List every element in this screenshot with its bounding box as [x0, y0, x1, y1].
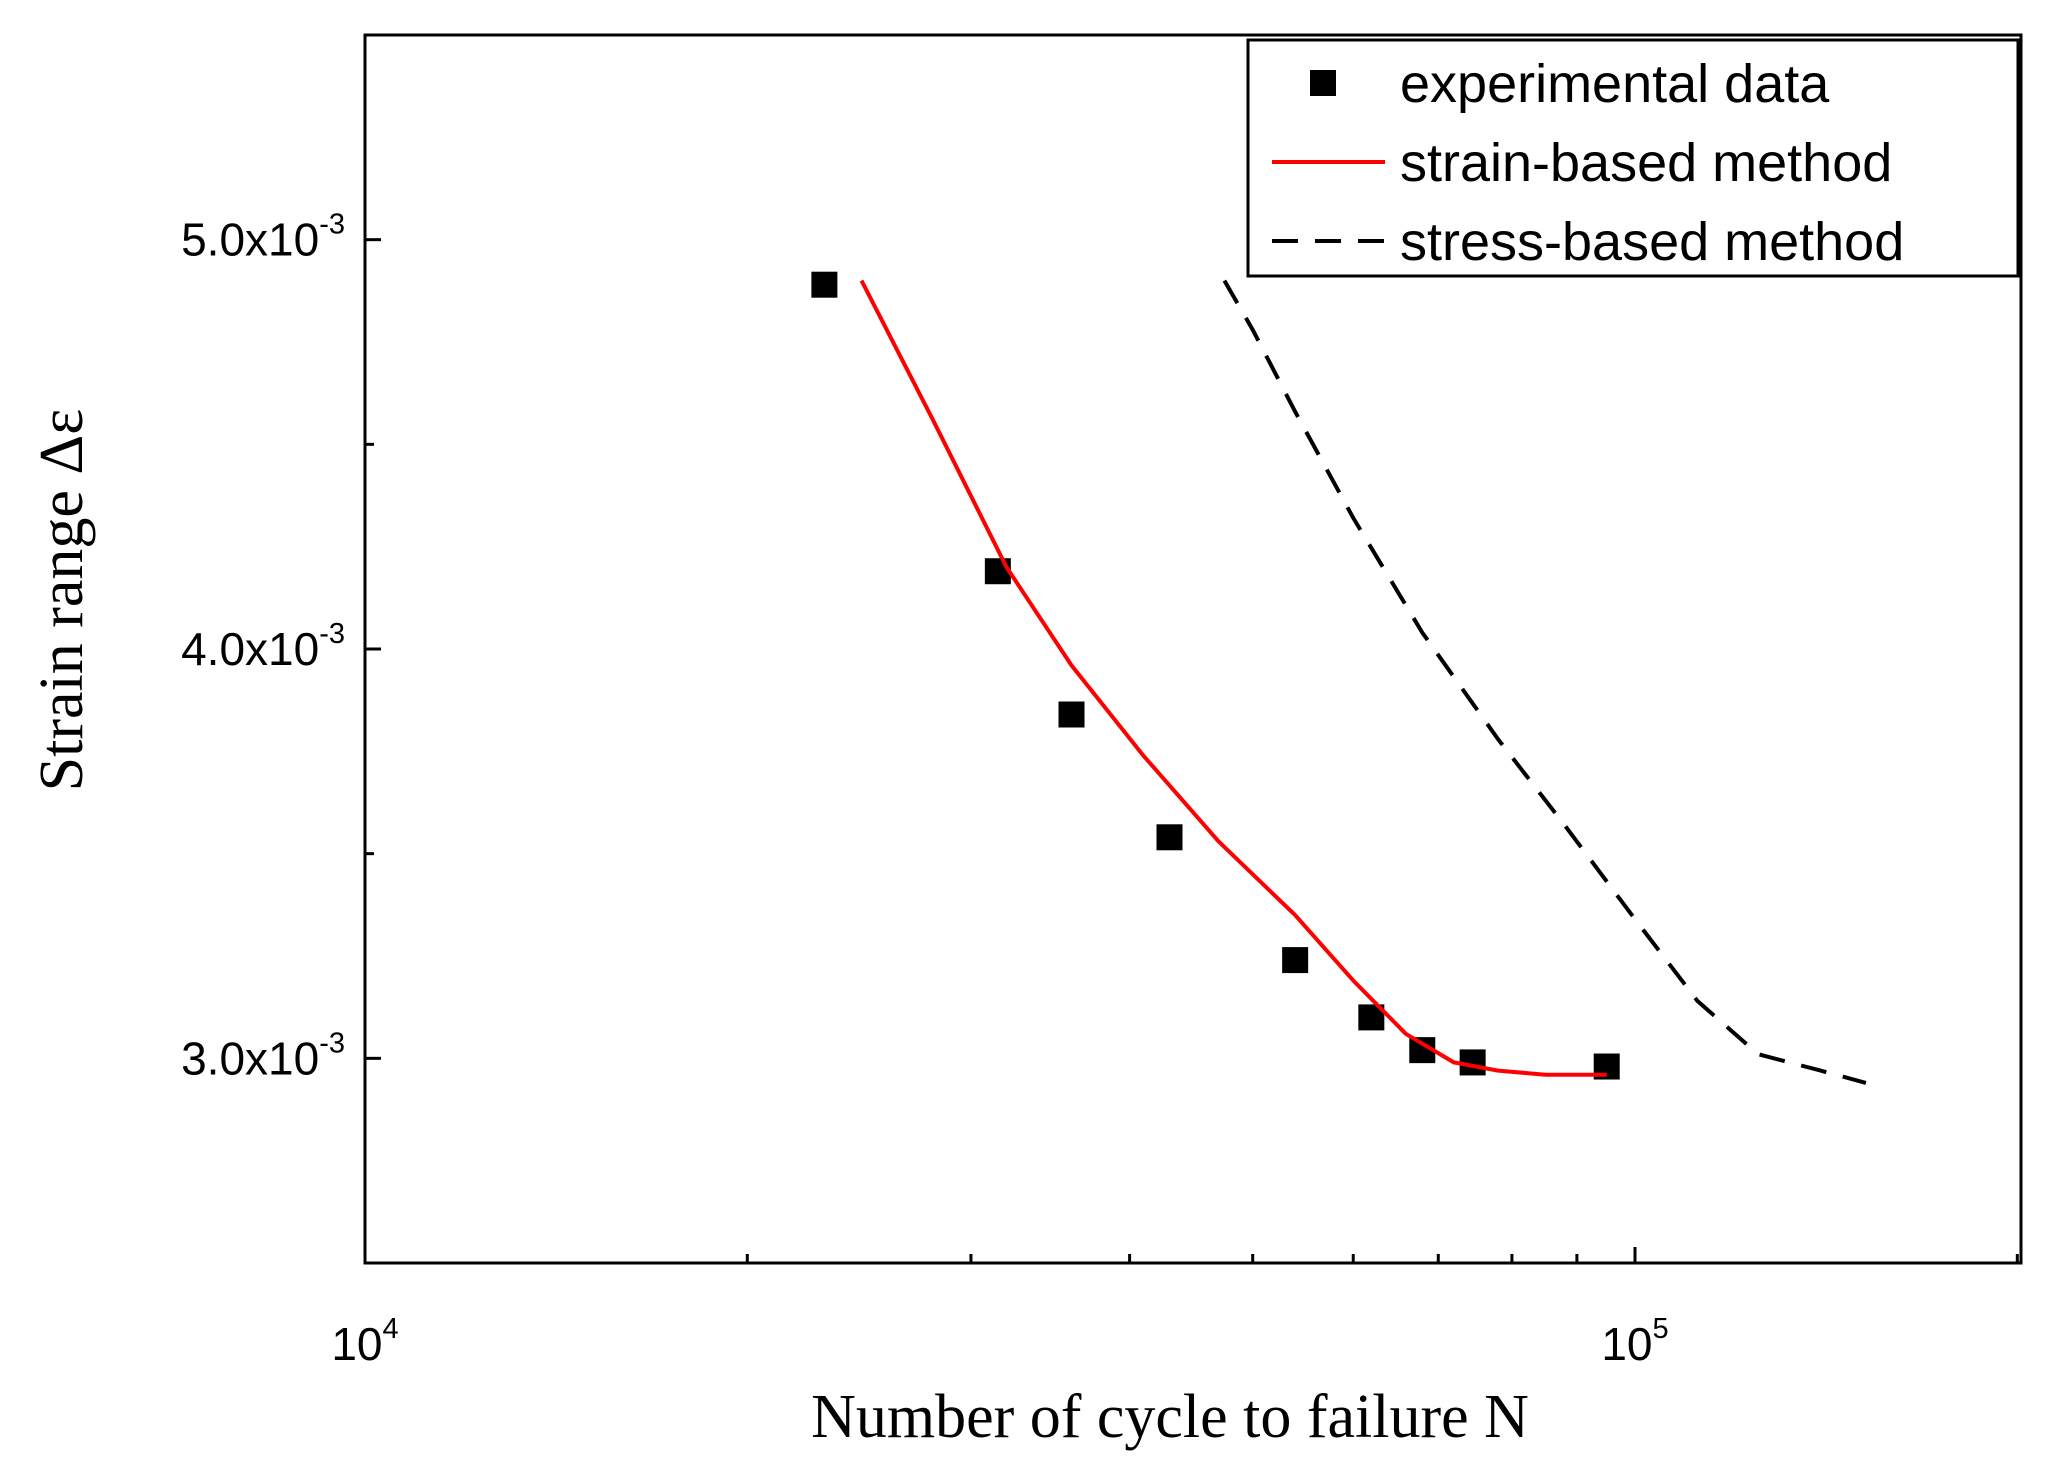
- data-point: [1058, 701, 1085, 728]
- y-axis: 3.0x10-3 4.0x10-3 5.0x10-3: [181, 33, 381, 1265]
- legend-marker: [1310, 70, 1336, 96]
- legend: experimental data strain-based method stre…: [1246, 38, 2020, 278]
- legend-label: experimental data: [1400, 54, 1830, 114]
- series-layer: [811, 271, 1867, 1085]
- data-point: [811, 271, 838, 298]
- stress-based-curve: [1222, 279, 1867, 1085]
- data-point: [1156, 824, 1183, 851]
- legend-label: strain-based method: [1400, 133, 1892, 193]
- x-axis-title: Number of cycle to failure N: [811, 1383, 1529, 1451]
- data-point: [1282, 947, 1309, 974]
- data-point: [984, 558, 1011, 585]
- x-axis: 104 105: [331, 1247, 2019, 1370]
- legend-box: [1246, 38, 2020, 278]
- legend-label: stress-based method: [1400, 212, 1904, 272]
- y-tick-label: 3.0x10-3: [181, 1027, 345, 1084]
- x-tick-label: 104: [331, 1313, 398, 1370]
- strain-based-curve: [859, 279, 1607, 1077]
- y-tick-label: 4.0x10-3: [181, 618, 345, 675]
- y-tick-label: 5.0x10-3: [181, 209, 345, 266]
- y-axis-title: Strain range Δε: [28, 409, 96, 792]
- x-tick-label: 105: [1601, 1313, 1668, 1370]
